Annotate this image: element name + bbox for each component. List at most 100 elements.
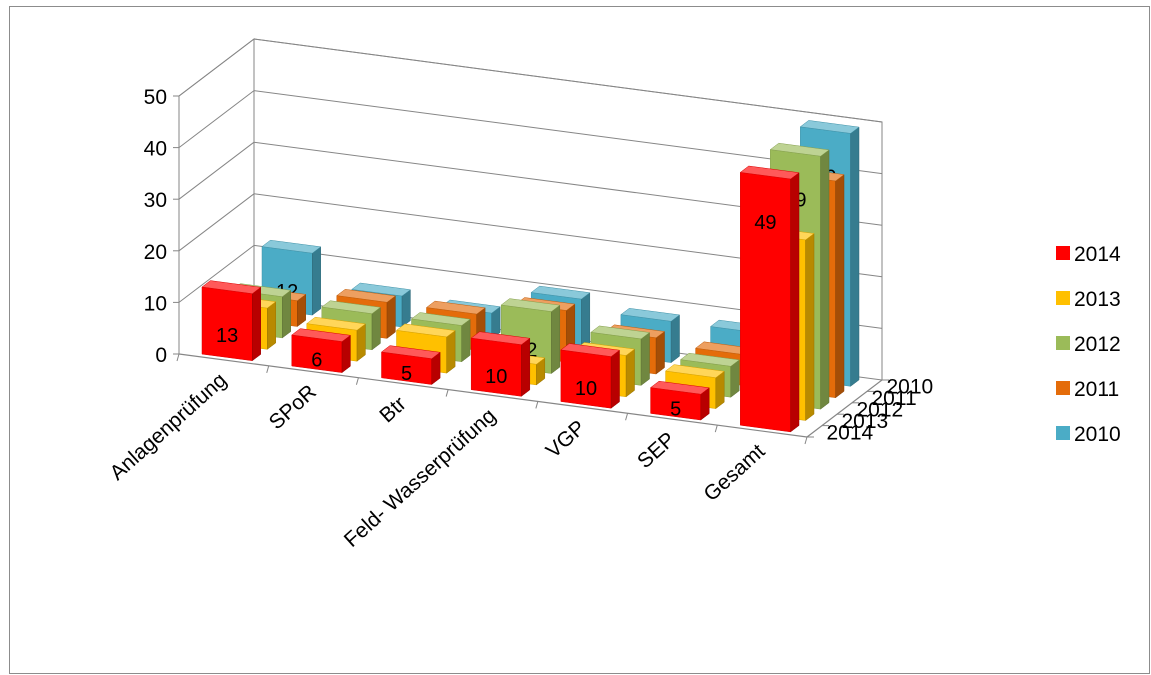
gridline-50	[178, 38, 883, 123]
data-label: 5	[670, 399, 681, 421]
bar-side-face	[267, 301, 276, 350]
data-label: 49	[754, 212, 776, 234]
bar-2014-Feld- Wasserprüfung: 10	[470, 331, 531, 397]
3d-column-chart: 4988105612426710775496912778356847684951…	[106, 37, 1121, 552]
bar-top-face	[679, 352, 740, 367]
bar-2014-SPoR: 6	[291, 328, 352, 374]
bar-top-face	[336, 289, 397, 303]
data-label: 6	[311, 349, 322, 371]
bar-top-face	[799, 120, 860, 134]
bar-side-face	[521, 337, 531, 397]
legend-swatch	[1056, 246, 1070, 260]
x-tick-label: Anlagenprüfung	[106, 369, 232, 485]
legend-label: 2011	[1074, 378, 1119, 401]
bar-top-face	[470, 331, 531, 345]
bar-top-face	[620, 308, 681, 322]
x-tick	[176, 353, 180, 362]
bar-side-face	[820, 149, 830, 410]
legend-label: 2013	[1074, 288, 1121, 311]
bar-side-face	[371, 306, 381, 351]
y-tick-label: 30	[144, 189, 167, 212]
bar-side-face	[625, 348, 635, 398]
depth-tick-label: 2013	[842, 410, 889, 433]
bars: 4988105612426710775496912778356847684951…	[201, 120, 860, 433]
bar-side-face	[282, 289, 291, 339]
bar-side-face	[386, 295, 396, 339]
y-tick-label: 50	[144, 86, 167, 109]
x-tick	[355, 377, 359, 385]
legend-swatch	[1056, 336, 1070, 350]
x-tick-label: SPoR	[265, 380, 321, 434]
legend-label: 2012	[1074, 333, 1121, 356]
legend-item: 2012	[1056, 333, 1121, 356]
bar-side-face	[581, 292, 591, 352]
y-axis-tick-labels: 0 10 20 30 40 50	[144, 86, 167, 367]
bar-side-face	[461, 318, 471, 363]
bar-top-face	[425, 300, 486, 315]
legend: 2014 2013 2012 2011 2010	[1056, 243, 1121, 446]
bar-2014-Anlagenprüfung: 13	[201, 280, 262, 362]
y-tick-label: 10	[144, 292, 167, 315]
legend-label: 2010	[1074, 423, 1121, 446]
gridline-20	[178, 193, 883, 278]
bar-side-face	[551, 304, 561, 375]
bar-top-face	[560, 343, 621, 357]
bar-front-face	[201, 286, 253, 361]
bar-side-face	[312, 246, 321, 316]
bar-top-face	[649, 380, 710, 395]
bar-top-face	[395, 323, 456, 338]
bar-side-face	[446, 330, 456, 374]
x-tick-label: VGP	[542, 416, 590, 463]
gridline-10	[178, 244, 883, 329]
bar-top-face	[664, 364, 725, 378]
bar-side-face	[790, 172, 800, 433]
bar-side-face	[610, 349, 620, 409]
x-tick-label: Feld- Wasserprüfung	[340, 404, 501, 552]
depth-tick-label: 2012	[857, 399, 904, 422]
legend-swatch	[1056, 381, 1070, 395]
bar-top-face	[590, 325, 651, 340]
x-tick	[625, 413, 629, 421]
bar-side-face	[655, 331, 665, 375]
x-tick	[804, 436, 808, 445]
bar-top-face	[410, 312, 471, 326]
bar-top-face	[500, 298, 561, 312]
legend-swatch	[1056, 291, 1070, 305]
x-tick-label: Btr	[375, 392, 410, 427]
bar-top-face	[201, 280, 262, 294]
legend-item: 2010	[1056, 423, 1121, 446]
depth-tick-label: 2010	[887, 376, 934, 399]
bar-2014-Btr: 5	[380, 345, 441, 385]
gridlines	[178, 38, 883, 329]
bar-side-face	[640, 331, 650, 386]
depth-tick-label: 2011	[872, 387, 917, 410]
data-label: 13	[216, 325, 238, 347]
depth-axis-line	[806, 379, 883, 438]
x-tick	[714, 425, 718, 433]
x-tick-label: Gesamt	[699, 440, 769, 506]
legend-item: 2011	[1056, 378, 1119, 401]
bar-side-face	[850, 126, 860, 387]
y-tick-label: 0	[155, 344, 167, 367]
legend-label: 2014	[1074, 243, 1121, 266]
bar-2014-SEP: 5	[649, 380, 710, 421]
bar-side-face	[835, 174, 845, 399]
legend-item: 2013	[1056, 288, 1121, 311]
chart-frame: 4988105612426710775496912778356847684951…	[9, 6, 1150, 674]
y-tick-label: 40	[144, 138, 167, 161]
bar-2014-VGP: 10	[560, 343, 621, 409]
y-tick-label: 20	[144, 241, 167, 264]
gridline-30	[178, 141, 883, 226]
bar-top-face	[530, 285, 591, 300]
bar-top-face	[306, 316, 367, 331]
bar-top-face	[739, 165, 800, 180]
x-tick	[266, 365, 270, 373]
bar-top-face	[261, 239, 322, 254]
x-tick-label: SEP	[633, 428, 680, 473]
bar-top-face	[291, 328, 352, 342]
x-tick	[445, 389, 449, 397]
x-axis-line	[178, 353, 808, 438]
gridline-40	[178, 90, 883, 175]
bar-top-face	[351, 282, 412, 297]
